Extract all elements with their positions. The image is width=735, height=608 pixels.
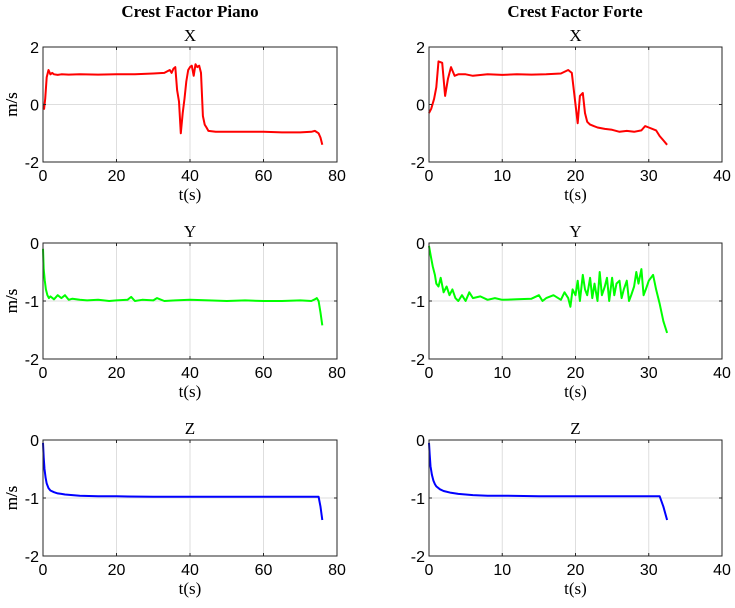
y-tick-label: 0 <box>30 98 39 115</box>
y-tick-label: 0 <box>416 433 425 450</box>
x-tick-label: 0 <box>425 168 434 185</box>
y-tick-label: -2 <box>411 549 425 566</box>
x-tick-label: 80 <box>328 562 346 579</box>
y-tick-label: -2 <box>411 352 425 369</box>
y-tick-label: 2 <box>416 40 425 57</box>
y-tick-label: -1 <box>25 294 39 311</box>
y-axis-label: m/s <box>2 92 21 117</box>
x-tick-label: 20 <box>108 365 126 382</box>
axes-title: X <box>569 26 581 45</box>
x-tick-label: 20 <box>567 562 585 579</box>
axes-title: Z <box>185 419 195 438</box>
series-line-1 <box>428 60 668 146</box>
column-title-forte: Crest Factor Forte <box>507 2 643 21</box>
x-tick-label: 10 <box>493 168 511 185</box>
y-axis-label: m/s <box>2 92 21 117</box>
x-tick-label: 40 <box>713 365 731 382</box>
y-tick-label: -2 <box>25 352 39 369</box>
x-axis-label: t(s) <box>179 382 202 401</box>
series-line-1 <box>428 442 669 521</box>
x-axis-label: t(s) <box>564 382 587 401</box>
x-tick-label: 0 <box>39 562 48 579</box>
axes-title: Y <box>569 222 581 241</box>
y-axis-label: m/s <box>2 486 21 511</box>
x-tick-label: 10 <box>493 365 511 382</box>
x-tick-label: 0 <box>425 365 434 382</box>
y-tick-label: -1 <box>411 294 425 311</box>
x-axis-label: t(s) <box>564 185 587 204</box>
series-line-1 <box>42 442 324 521</box>
x-tick-label: 20 <box>567 168 585 185</box>
x-axis-label: t(s) <box>179 579 202 598</box>
axes-title: Y <box>184 222 196 241</box>
x-tick-label: 40 <box>181 562 199 579</box>
subplot-6: 0 10 20 30 40 -2 -1 0 Zt(s) m/s <box>2 419 731 598</box>
y-tick-label: -2 <box>25 549 39 566</box>
series-line-1 <box>42 248 324 326</box>
x-tick-label: 80 <box>328 365 346 382</box>
x-tick-label: 10 <box>493 562 511 579</box>
x-tick-label: 20 <box>108 168 126 185</box>
x-tick-label: 40 <box>713 562 731 579</box>
subplot-5: 0 20 40 60 80 -2 -1 0 Zt(s) m/s <box>2 419 346 598</box>
x-tick-label: 40 <box>181 168 199 185</box>
y-tick-label: 0 <box>30 433 39 450</box>
series-line-1 <box>42 63 324 146</box>
y-axis-label: m/s <box>2 289 21 314</box>
x-tick-label: 40 <box>181 365 199 382</box>
x-tick-label: 0 <box>425 562 434 579</box>
y-tick-label: 0 <box>416 236 425 253</box>
subplot-4: 0 10 20 30 40 -2 -1 0 Yt(s) m/s <box>2 222 731 401</box>
y-tick-label: 2 <box>30 40 39 57</box>
y-axis-label: m/s <box>2 486 21 511</box>
y-tick-label: -2 <box>25 155 39 172</box>
x-axis-label: t(s) <box>179 185 202 204</box>
x-tick-label: 0 <box>39 365 48 382</box>
x-tick-label: 60 <box>255 168 273 185</box>
x-tick-label: 60 <box>255 562 273 579</box>
y-tick-label: 0 <box>416 98 425 115</box>
axes-title: Z <box>570 419 580 438</box>
x-tick-label: 20 <box>108 562 126 579</box>
column-title-piano: Crest Factor Piano <box>121 2 258 21</box>
y-tick-label: -1 <box>411 491 425 508</box>
x-tick-label: 0 <box>39 168 48 185</box>
x-axis-label: t(s) <box>564 579 587 598</box>
y-tick-label: 0 <box>30 236 39 253</box>
x-tick-label: 80 <box>328 168 346 185</box>
x-tick-label: 20 <box>567 365 585 382</box>
x-tick-label: 30 <box>640 365 658 382</box>
subplot-3: 0 20 40 60 80 -2 -1 0 Yt(s) m/s <box>2 222 346 401</box>
series-line-1 <box>428 245 669 334</box>
x-tick-label: 40 <box>713 168 731 185</box>
y-axis-label: m/s <box>2 289 21 314</box>
y-tick-label: -2 <box>411 155 425 172</box>
x-tick-label: 30 <box>640 168 658 185</box>
axes-title: X <box>184 26 196 45</box>
x-tick-label: 60 <box>255 365 273 382</box>
x-tick-label: 30 <box>640 562 658 579</box>
y-tick-label: -1 <box>25 491 39 508</box>
